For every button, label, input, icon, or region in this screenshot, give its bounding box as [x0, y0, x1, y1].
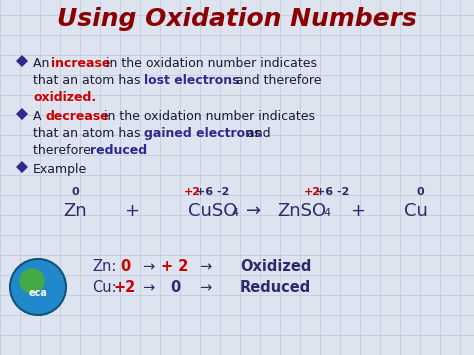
Text: and therefore: and therefore: [232, 74, 321, 87]
Text: 0: 0: [120, 259, 130, 274]
Text: decrease: decrease: [45, 110, 109, 123]
Text: An: An: [33, 57, 54, 70]
Text: 0: 0: [71, 187, 79, 197]
Text: in the oxidation number indicates: in the oxidation number indicates: [100, 110, 315, 123]
Text: in the oxidation number indicates: in the oxidation number indicates: [102, 57, 317, 70]
Circle shape: [20, 269, 44, 293]
Text: →: →: [199, 259, 211, 274]
Text: and: and: [243, 127, 271, 140]
Text: +6 -2: +6 -2: [196, 187, 230, 197]
Text: gained electrons: gained electrons: [144, 127, 261, 140]
Text: lost electrons: lost electrons: [144, 74, 239, 87]
Circle shape: [10, 259, 66, 315]
Text: increase: increase: [51, 57, 110, 70]
Text: +2: +2: [303, 187, 320, 197]
Text: →: →: [246, 202, 262, 220]
Text: Reduced: Reduced: [240, 280, 311, 295]
Text: +6 -2: +6 -2: [316, 187, 350, 197]
Text: 4: 4: [323, 208, 330, 218]
Text: 0: 0: [416, 187, 424, 197]
Text: that an atom has: that an atom has: [33, 74, 145, 87]
Text: therefore: therefore: [33, 144, 95, 157]
Text: + 2: + 2: [161, 259, 189, 274]
Text: ZnSO: ZnSO: [277, 202, 326, 220]
Text: oxidized.: oxidized.: [33, 91, 96, 104]
Text: eca: eca: [28, 288, 47, 298]
Text: +2: +2: [183, 187, 201, 197]
Text: →: →: [199, 280, 211, 295]
Text: 4: 4: [231, 208, 238, 218]
Text: reduced: reduced: [90, 144, 147, 157]
Text: +: +: [350, 202, 365, 220]
Text: Zn: Zn: [63, 202, 87, 220]
Text: Oxidized: Oxidized: [240, 259, 311, 274]
Text: +: +: [125, 202, 139, 220]
Text: →: →: [142, 259, 154, 274]
Text: CuSO: CuSO: [188, 202, 237, 220]
Text: +2: +2: [114, 280, 136, 295]
Text: Cu:: Cu:: [92, 280, 117, 295]
Text: →: →: [142, 280, 154, 295]
Text: A: A: [33, 110, 46, 123]
Text: that an atom has: that an atom has: [33, 127, 145, 140]
Text: Zn:: Zn:: [92, 259, 117, 274]
Text: Example: Example: [33, 163, 87, 176]
Text: Cu: Cu: [404, 202, 428, 220]
Text: 0: 0: [170, 280, 180, 295]
Text: Using Oxidation Numbers: Using Oxidation Numbers: [57, 7, 417, 31]
